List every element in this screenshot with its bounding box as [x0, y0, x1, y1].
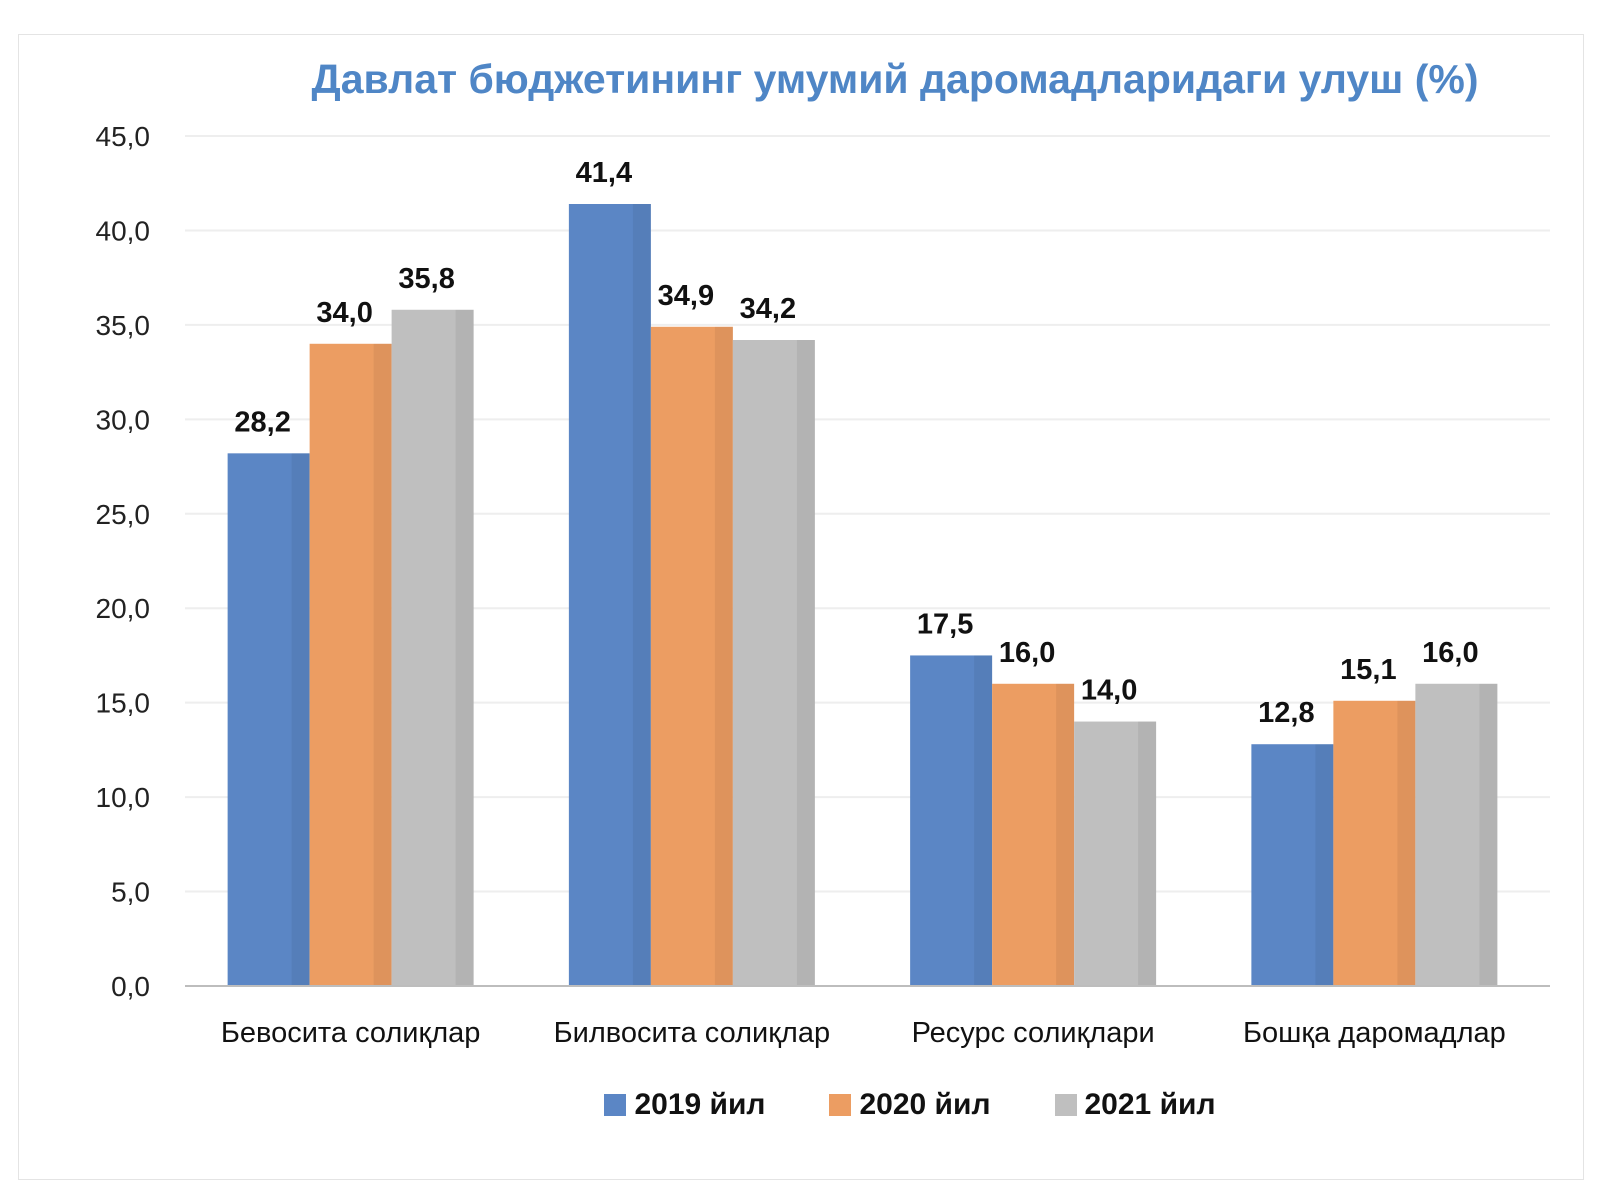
- legend-swatch: [829, 1094, 852, 1116]
- y-tick-label: 20,0: [96, 593, 151, 624]
- bar-shadow: [1479, 683, 1498, 986]
- legend-item: 2020 йил: [829, 1088, 991, 1122]
- bar: [309, 343, 392, 986]
- y-tick-label: 5,0: [111, 877, 150, 908]
- value-label: 17,5: [917, 608, 973, 640]
- value-label: 34,9: [658, 280, 714, 312]
- y-tick-label: 45,0: [96, 121, 151, 152]
- x-category-label: Ресурс солиқлари: [912, 1017, 1155, 1049]
- y-tick-label: 25,0: [96, 499, 151, 530]
- value-label: 35,8: [398, 263, 454, 295]
- bar-shadow: [455, 309, 474, 986]
- y-axis-ticks: 0,0 5,0 10,0 15,0 20,0 25,0 30,0 35,0 40,0 45,0: [96, 121, 151, 1002]
- x-category-label: Бошқа даромадлар: [1243, 1017, 1506, 1049]
- bar-shadow: [1138, 721, 1157, 986]
- bar-shadow: [714, 326, 733, 986]
- value-label: 16,0: [999, 637, 1055, 669]
- value-labels: 28,2 34,0 35,8 41,4 34,9 34,2 17,5 16,0 14,0 12,8…: [234, 157, 1478, 729]
- bar-shadow: [373, 343, 392, 986]
- y-tick-label: 30,0: [96, 404, 151, 435]
- x-axis-categories: Бевосита солиқлар Билвосита солиқлар Ресур…: [221, 1017, 1506, 1049]
- value-label: 15,1: [1340, 654, 1396, 686]
- value-label: 41,4: [576, 157, 632, 189]
- value-label: 12,8: [1258, 697, 1314, 729]
- legend: 2019 йил 2020 йил 2021 йил: [110, 1088, 1600, 1122]
- bar-shadow: [291, 453, 310, 986]
- value-label: 34,0: [316, 297, 372, 329]
- legend-swatch: [604, 1094, 627, 1116]
- y-tick-label: 10,0: [96, 782, 151, 813]
- bar: [1415, 683, 1498, 986]
- y-tick-label: 0,0: [111, 971, 150, 1002]
- legend-label: 2021 йил: [1084, 1088, 1216, 1121]
- bar-shadow: [974, 655, 993, 986]
- bar: [391, 309, 474, 986]
- legend-item: 2019 йил: [604, 1088, 765, 1122]
- bar: [910, 655, 993, 986]
- value-label: 28,2: [234, 406, 290, 438]
- bars: [227, 204, 1498, 986]
- bar-shadow: [1056, 683, 1075, 986]
- legend-swatch: [1054, 1094, 1077, 1116]
- value-label: 14,0: [1081, 675, 1137, 707]
- bar: [992, 683, 1075, 986]
- bar: [568, 204, 651, 986]
- bar-shadow: [1397, 700, 1416, 986]
- bar-shadow: [632, 204, 651, 986]
- legend-label: 2019 йил: [634, 1088, 766, 1121]
- bar: [1333, 700, 1416, 986]
- legend-label: 2020 йил: [859, 1088, 991, 1121]
- value-label: 34,2: [740, 293, 796, 325]
- x-category-label: Бевосита солиқлар: [221, 1017, 481, 1049]
- legend-item: 2021 йил: [1054, 1088, 1216, 1122]
- value-label: 16,0: [1422, 637, 1478, 669]
- x-category-label: Билвосита солиқлар: [554, 1017, 831, 1049]
- y-tick-label: 35,0: [96, 310, 151, 341]
- bar: [1251, 744, 1334, 986]
- bar: [227, 453, 310, 986]
- bar: [1074, 721, 1157, 986]
- chart-title: Давлат бюджетининг умумий даромадларидаг…: [311, 56, 1479, 102]
- y-tick-label: 15,0: [96, 688, 151, 719]
- bar: [732, 340, 815, 986]
- bar: [650, 326, 733, 986]
- bar-shadow: [796, 340, 815, 986]
- bar-shadow: [1315, 744, 1334, 986]
- y-tick-label: 40,0: [96, 215, 151, 246]
